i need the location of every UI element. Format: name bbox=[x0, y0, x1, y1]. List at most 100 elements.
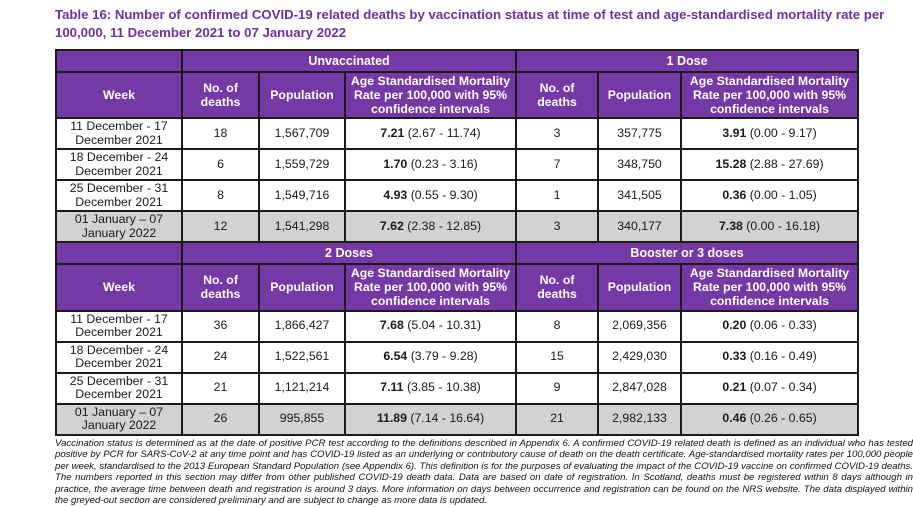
column-header-week: Week bbox=[55, 263, 183, 312]
deaths-cell: 36 bbox=[181, 309, 260, 343]
table-row: 11 December - 17 December 2021 36 1,866,… bbox=[55, 309, 860, 343]
asmr-rate: 1.70 bbox=[383, 156, 408, 171]
group-header-booster: Booster or 3 doses bbox=[515, 241, 860, 266]
deaths-cell: 3 bbox=[515, 210, 600, 244]
asmr-cell: 6.54 (3.79 - 9.28) bbox=[343, 340, 518, 374]
asmr-rate: 7.68 bbox=[379, 318, 404, 333]
asmr-rate: 7.38 bbox=[718, 218, 743, 233]
group-header-1-dose: 1 Dose bbox=[515, 48, 860, 73]
table-row-preliminary: 01 January – 07 January 2022 26 995,855 … bbox=[55, 402, 860, 436]
table-row: 18 December - 24 December 2021 6 1,559,7… bbox=[55, 148, 860, 182]
deaths-cell: 3 bbox=[515, 117, 600, 151]
asmr-ci: (0.26 - 0.65) bbox=[749, 411, 817, 426]
week-cell: 11 December - 17 December 2021 bbox=[55, 309, 183, 343]
asmr-cell: 0.21 (0.07 - 0.34) bbox=[680, 371, 860, 405]
column-header-deaths: No. of deaths bbox=[181, 70, 260, 120]
deaths-cell: 15 bbox=[515, 340, 600, 374]
population-cell: 2,982,133 bbox=[597, 402, 683, 436]
column-header-week: Week bbox=[55, 70, 183, 120]
column-header-asmr: Age Standardised Mortality Rate per 100,… bbox=[343, 263, 518, 312]
column-header-row: Week No. of deaths Population Age Standa… bbox=[55, 70, 860, 120]
population-cell: 341,505 bbox=[597, 179, 683, 213]
table-row-preliminary: 01 January – 07 January 2022 12 1,541,29… bbox=[55, 210, 860, 244]
table-row: 25 December - 31 December 2021 8 1,549,7… bbox=[55, 179, 860, 213]
column-header-asmr: Age Standardised Mortality Rate per 100,… bbox=[680, 263, 860, 312]
column-header-row: Week No. of deaths Population Age Standa… bbox=[55, 263, 860, 312]
asmr-cell: 3.91 (0.00 - 9.17) bbox=[680, 117, 860, 151]
asmr-ci: (2.38 - 12.85) bbox=[407, 218, 482, 233]
asmr-rate: 7.21 bbox=[380, 125, 405, 140]
week-cell: 25 December - 31 December 2021 bbox=[55, 179, 183, 213]
column-header-deaths: No. of deaths bbox=[515, 70, 600, 120]
asmr-cell: 7.21 (2.67 - 11.74) bbox=[343, 117, 518, 151]
population-cell: 340,177 bbox=[597, 210, 683, 244]
week-cell: 18 December - 24 December 2021 bbox=[55, 148, 183, 182]
asmr-ci: (0.07 - 0.34) bbox=[749, 380, 817, 395]
asmr-ci: (0.23 - 3.16) bbox=[410, 156, 478, 171]
week-cell: 01 January – 07 January 2022 bbox=[55, 210, 183, 244]
asmr-cell: 0.20 (0.06 - 0.33) bbox=[680, 309, 860, 343]
asmr-cell: 7.68 (5.04 - 10.31) bbox=[343, 309, 518, 343]
week-cell: 25 December - 31 December 2021 bbox=[55, 371, 183, 405]
column-header-deaths: No. of deaths bbox=[515, 263, 600, 312]
asmr-ci: (0.55 - 9.30) bbox=[410, 187, 478, 202]
deaths-cell: 6 bbox=[181, 148, 260, 182]
asmr-rate: 11.89 bbox=[376, 411, 407, 426]
covid-deaths-table: Unvaccinated 1 Dose Week No. of deaths P… bbox=[55, 48, 860, 436]
group-header-2-doses: 2 Doses bbox=[180, 241, 518, 266]
population-cell: 1,522,561 bbox=[258, 340, 346, 374]
asmr-ci: (0.00 - 16.18) bbox=[746, 218, 821, 233]
population-cell: 2,069,356 bbox=[597, 309, 683, 343]
population-cell: 357,775 bbox=[597, 117, 683, 151]
group-header-row: Unvaccinated 1 Dose bbox=[55, 48, 860, 73]
deaths-cell: 8 bbox=[515, 309, 600, 343]
asmr-ci: (0.06 - 0.33) bbox=[749, 318, 817, 333]
asmr-ci: (3.85 - 10.38) bbox=[406, 380, 481, 395]
deaths-cell: 18 bbox=[181, 117, 260, 151]
asmr-rate: 3.91 bbox=[722, 125, 747, 140]
deaths-cell: 8 bbox=[181, 179, 260, 213]
population-cell: 1,866,427 bbox=[258, 309, 346, 343]
week-cell: 11 December - 17 December 2021 bbox=[55, 117, 183, 151]
deaths-cell: 7 bbox=[515, 148, 600, 182]
column-header-deaths: No. of deaths bbox=[181, 263, 260, 312]
deaths-cell: 21 bbox=[515, 402, 600, 436]
asmr-cell: 15.28 (2.88 - 27.69) bbox=[680, 148, 860, 182]
table-title: Table 16: Number of confirmed COVID-19 r… bbox=[55, 7, 885, 40]
asmr-rate: 0.36 bbox=[722, 187, 747, 202]
population-cell: 1,541,298 bbox=[258, 210, 346, 244]
population-cell: 1,549,716 bbox=[258, 179, 346, 213]
asmr-rate: 4.93 bbox=[383, 187, 408, 202]
column-header-population: Population bbox=[258, 70, 346, 120]
asmr-rate: 7.11 bbox=[380, 380, 404, 395]
population-cell: 2,847,028 bbox=[597, 371, 683, 405]
asmr-rate: 0.21 bbox=[722, 380, 747, 395]
week-cell: 18 December - 24 December 2021 bbox=[55, 340, 183, 374]
asmr-rate: 7.62 bbox=[379, 218, 404, 233]
population-cell: 995,855 bbox=[258, 402, 346, 436]
asmr-rate: 0.33 bbox=[722, 349, 747, 364]
group-header-row: 2 Doses Booster or 3 doses bbox=[55, 241, 860, 266]
population-cell: 348,750 bbox=[597, 148, 683, 182]
asmr-cell: 11.89 (7.14 - 16.64) bbox=[343, 402, 518, 436]
group-header-spacer bbox=[55, 48, 183, 73]
column-header-population: Population bbox=[597, 70, 683, 120]
asmr-rate: 0.20 bbox=[722, 318, 747, 333]
asmr-ci: (5.04 - 10.31) bbox=[407, 318, 482, 333]
asmr-cell: 0.33 (0.16 - 0.49) bbox=[680, 340, 860, 374]
group-header-spacer bbox=[55, 241, 183, 266]
population-cell: 2,429,030 bbox=[597, 340, 683, 374]
asmr-cell: 7.38 (0.00 - 16.18) bbox=[680, 210, 860, 244]
asmr-ci: (0.16 - 0.49) bbox=[749, 349, 817, 364]
asmr-ci: (7.14 - 16.64) bbox=[410, 411, 485, 426]
column-header-population: Population bbox=[258, 263, 346, 312]
table-row: 25 December - 31 December 2021 21 1,121,… bbox=[55, 371, 860, 405]
group-header-unvaccinated: Unvaccinated bbox=[180, 48, 518, 73]
deaths-cell: 21 bbox=[181, 371, 260, 405]
asmr-ci: (2.88 - 27.69) bbox=[749, 156, 824, 171]
deaths-cell: 24 bbox=[181, 340, 260, 374]
column-header-population: Population bbox=[597, 263, 683, 312]
week-cell: 01 January – 07 January 2022 bbox=[55, 402, 183, 436]
table-row: 11 December - 17 December 2021 18 1,567,… bbox=[55, 117, 860, 151]
